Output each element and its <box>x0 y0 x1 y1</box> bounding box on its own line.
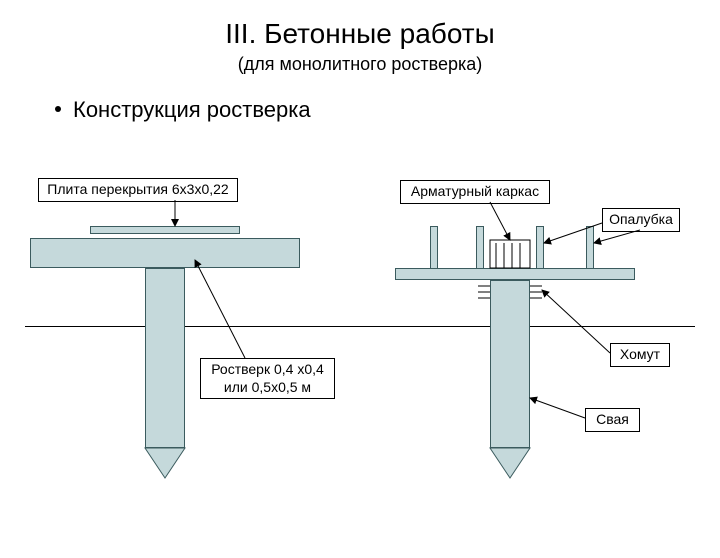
diagram-stage: Плита перекрытия 6х3х0,22 Ростверк 0,4 х… <box>0 168 720 558</box>
right-pile-body <box>490 280 530 448</box>
right-beam <box>395 268 635 280</box>
page-title: III. Бетонные работы <box>0 18 720 50</box>
label-slab: Плита перекрытия 6х3х0,22 <box>38 178 238 202</box>
right-pile-tip <box>490 448 530 478</box>
label-clamp: Хомут <box>610 343 670 367</box>
label-rostverk: Ростверк 0,4 х0,4 или 0,5х0,5 м <box>200 358 335 399</box>
page-subtitle: (для монолитного ростверка) <box>0 54 720 75</box>
left-pile-tip <box>145 448 185 478</box>
left-beam <box>30 238 300 268</box>
rebar-cage <box>490 240 530 270</box>
label-pile: Свая <box>585 408 640 432</box>
bullet-icon <box>55 106 61 112</box>
left-slab <box>90 226 240 234</box>
bullet-text: Конструкция ростверка <box>73 97 311 122</box>
bullet-heading: Конструкция ростверка <box>55 97 720 123</box>
left-pile-body <box>145 268 185 448</box>
label-rebar: Арматурный каркас <box>400 180 550 204</box>
ground-line <box>25 326 695 327</box>
label-formwork: Опалубка <box>602 208 680 232</box>
